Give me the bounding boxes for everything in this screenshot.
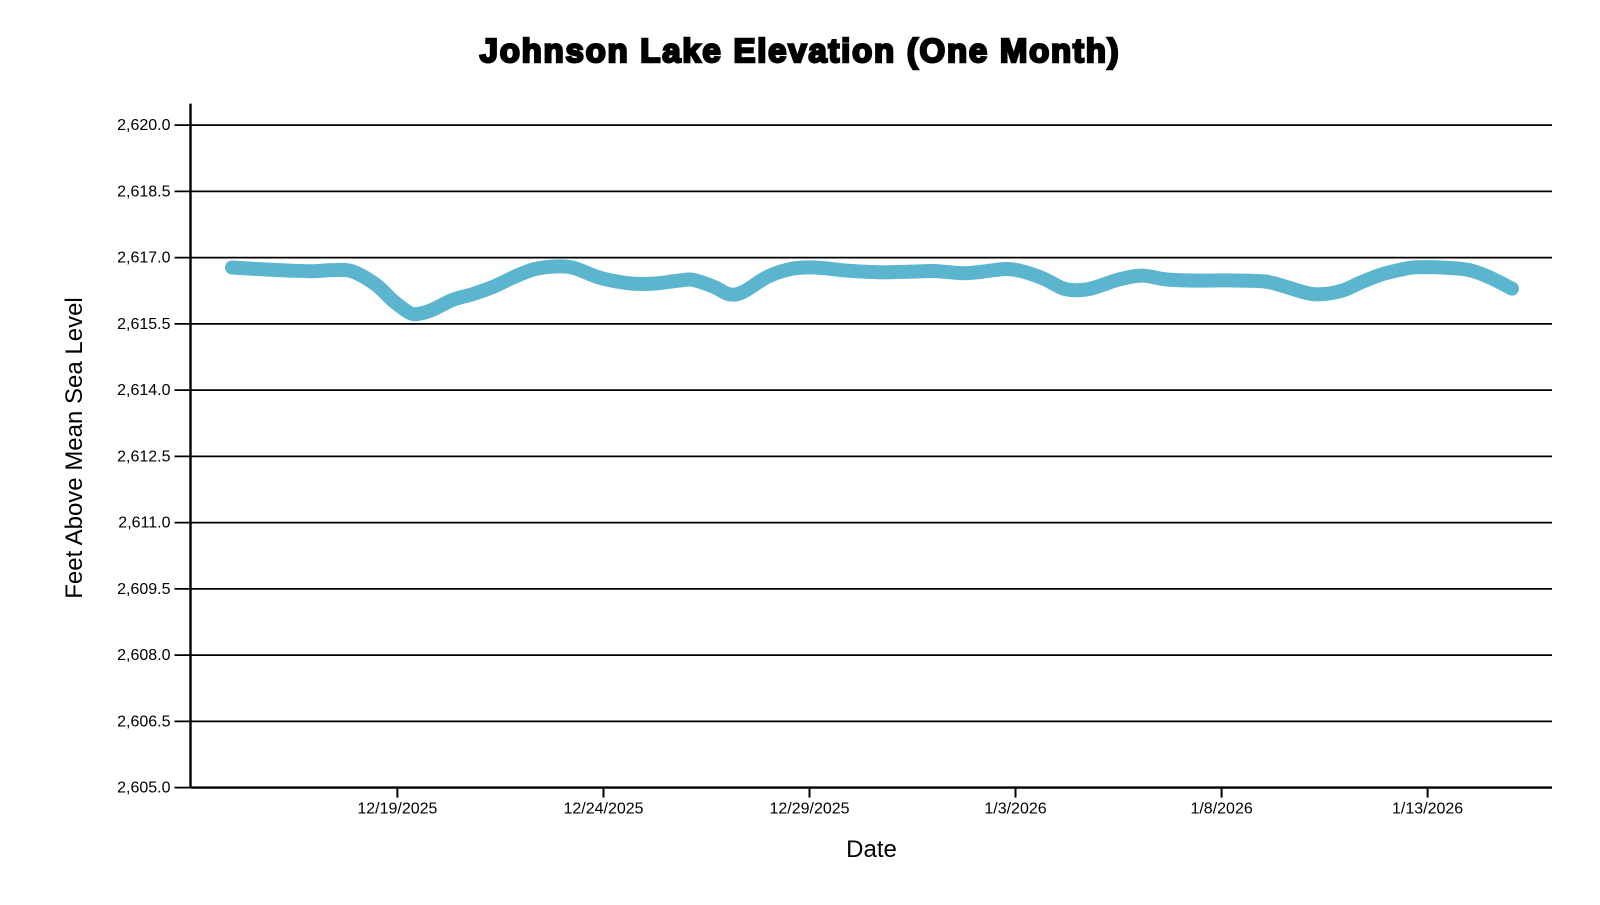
svg-text:1/3/2026: 1/3/2026 [984,801,1046,818]
svg-text:1/13/2026: 1/13/2026 [1392,801,1463,818]
svg-text:2,614.0: 2,614.0 [117,382,170,399]
svg-text:2,618.5: 2,618.5 [117,183,170,200]
svg-text:12/24/2025: 12/24/2025 [563,801,643,818]
svg-text:2,615.5: 2,615.5 [117,316,170,333]
svg-text:2,611.0: 2,611.0 [118,515,170,532]
svg-text:12/29/2025: 12/29/2025 [769,801,849,818]
svg-text:Johnson Lake Elevation (One Mo: Johnson Lake Elevation (One Month) [480,32,1121,69]
svg-text:Feet Above Mean Sea Level: Feet Above Mean Sea Level [61,297,88,599]
svg-text:2,612.5: 2,612.5 [117,448,170,465]
svg-text:2,605.0: 2,605.0 [117,780,170,797]
svg-text:2,606.5: 2,606.5 [117,713,170,730]
svg-text:1/8/2026: 1/8/2026 [1190,801,1252,818]
svg-text:12/19/2025: 12/19/2025 [357,801,437,818]
svg-text:2,617.0: 2,617.0 [117,250,170,267]
svg-text:2,609.5: 2,609.5 [117,581,170,598]
svg-text:2,608.0: 2,608.0 [117,647,170,664]
svg-text:Date: Date [846,836,897,863]
svg-text:2,620.0: 2,620.0 [117,117,170,134]
